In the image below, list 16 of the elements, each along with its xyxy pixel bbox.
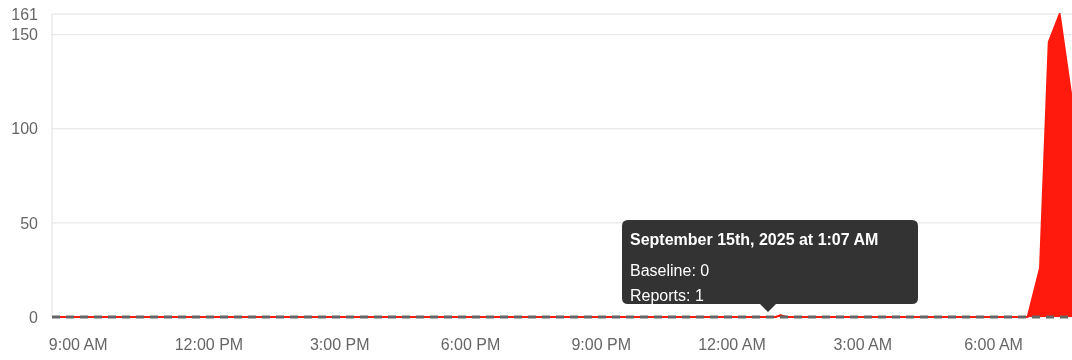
y-tick-label: 50: [20, 214, 39, 232]
y-tick-label: 150: [11, 26, 39, 44]
x-tick-label: 6:00 PM: [440, 336, 501, 353]
x-tick-label: 9:00 PM: [571, 336, 632, 353]
annotation: Reports: 1: [630, 287, 704, 304]
annotation: September 15th, 2025 at 1:07 AM: [630, 231, 879, 248]
y-tick-label: 161: [11, 5, 39, 23]
x-tick-label: 3:00 PM: [309, 336, 370, 353]
x-tick-label: 12:00 PM: [174, 336, 244, 353]
y-tick-label: 100: [11, 120, 39, 138]
y-tick-label: 0: [29, 308, 39, 326]
x-tick-label: 12:00 AM: [698, 336, 766, 353]
annotation: Baseline: 0: [630, 262, 710, 279]
x-tick-label: 6:00 AM: [964, 336, 1023, 353]
x-tick-label: 9:00 AM: [48, 336, 108, 353]
x-tick-label: 3:00 AM: [833, 336, 893, 353]
